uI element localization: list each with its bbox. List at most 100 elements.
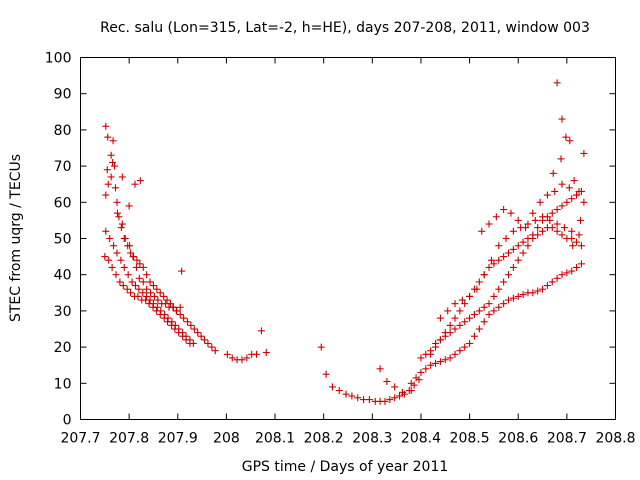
data-point (113, 209, 121, 217)
data-point (103, 166, 111, 174)
data-point (563, 198, 571, 206)
data-point (109, 137, 117, 145)
data-point (490, 292, 498, 300)
data-point (101, 253, 109, 261)
data-point (568, 195, 576, 203)
data-point (536, 198, 544, 206)
data-point (111, 162, 119, 170)
data-point (480, 303, 488, 311)
data-point (522, 224, 530, 232)
data-point (432, 343, 440, 351)
data-point (444, 307, 452, 315)
data-point (427, 361, 435, 369)
data-point (169, 303, 177, 311)
data-point (243, 354, 251, 362)
y-tick-label: 10 (54, 376, 72, 392)
data-point (178, 267, 186, 275)
data-point (398, 388, 406, 396)
data-point (118, 173, 126, 181)
y-tick-label: 20 (54, 340, 72, 356)
data-point (553, 227, 561, 235)
data-point (139, 263, 147, 271)
data-point (514, 216, 522, 224)
data-point (125, 202, 133, 210)
data-point (475, 325, 483, 333)
data-point (548, 209, 556, 217)
data-point (160, 314, 168, 322)
data-point (391, 383, 399, 391)
data-point (432, 359, 440, 367)
data-point (136, 177, 144, 185)
data-point (490, 307, 498, 315)
data-point (105, 256, 113, 264)
data-point (500, 253, 508, 261)
data-point (156, 311, 164, 319)
data-point (441, 329, 449, 337)
data-point (446, 354, 454, 362)
y-tick-label: 50 (54, 232, 72, 248)
data-point (534, 287, 542, 295)
x-tick-label: 208.1 (255, 431, 295, 447)
data-point (113, 249, 121, 257)
data-point (446, 321, 454, 329)
data-point (136, 260, 144, 268)
data-point (113, 198, 121, 206)
data-point (458, 296, 466, 304)
data-point (132, 263, 140, 271)
data-point (104, 180, 112, 188)
x-tick-label: 207.9 (158, 431, 198, 447)
data-point (257, 327, 265, 335)
data-point (461, 318, 469, 326)
data-point (480, 271, 488, 279)
data-point (124, 242, 132, 250)
data-point (485, 220, 493, 228)
x-tick-label: 207.8 (109, 431, 149, 447)
data-point (134, 292, 142, 300)
data-point (502, 235, 510, 242)
data-point (396, 392, 404, 400)
data-point (179, 332, 187, 340)
data-point (328, 383, 336, 391)
data-point (317, 343, 325, 351)
data-point (569, 242, 577, 250)
data-point (127, 289, 135, 297)
data-point (152, 307, 160, 315)
data-point (548, 278, 556, 286)
data-point (112, 184, 120, 192)
data-point (441, 356, 449, 364)
data-point (529, 209, 537, 217)
data-point (548, 224, 556, 232)
data-point (112, 271, 120, 279)
data-point (519, 291, 527, 299)
data-point (130, 253, 138, 261)
data-point (128, 278, 136, 286)
data-point (562, 133, 570, 141)
data-point (456, 307, 464, 315)
data-point (558, 202, 566, 210)
data-point (466, 292, 474, 300)
x-tick-label: 208.4 (401, 431, 441, 447)
data-point (557, 155, 565, 163)
data-point (436, 358, 444, 366)
data-point (514, 292, 522, 300)
data-point (470, 332, 478, 340)
data-point (568, 227, 576, 235)
y-tick-label: 100 (45, 51, 72, 67)
data-point (417, 368, 425, 376)
data-point (553, 79, 561, 87)
data-point (133, 256, 141, 264)
data-point (383, 377, 391, 385)
data-point (495, 242, 503, 250)
data-point (560, 224, 568, 232)
x-tick-label: 207.7 (60, 431, 100, 447)
data-point (451, 325, 459, 333)
data-point (102, 191, 110, 199)
data-point (407, 379, 415, 387)
data-point (354, 394, 362, 402)
data-point (524, 235, 532, 242)
x-tick-label: 208 (213, 431, 240, 447)
data-point (485, 300, 493, 308)
data-point (427, 350, 435, 358)
data-point (175, 329, 183, 337)
